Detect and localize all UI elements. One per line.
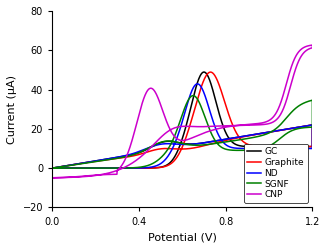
- GC: [202, 70, 206, 73]
- ND: [290, 147, 294, 150]
- ND: [161, 142, 164, 145]
- Graphite: [290, 145, 294, 148]
- ND: [304, 147, 308, 150]
- GC: [304, 145, 308, 148]
- CNP: [65, 176, 69, 179]
- GC: [50, 167, 54, 170]
- Graphite: [209, 71, 213, 74]
- Graphite: [50, 167, 54, 170]
- ND: [50, 167, 54, 170]
- CNP: [50, 176, 54, 179]
- SGNF: [77, 167, 80, 170]
- ND: [196, 82, 199, 85]
- Y-axis label: Current (μA): Current (μA): [7, 75, 17, 144]
- GC: [161, 141, 164, 144]
- Graphite: [50, 167, 54, 170]
- GC: [65, 164, 69, 167]
- ND: [50, 167, 54, 170]
- Line: GC: GC: [52, 72, 312, 168]
- Line: Graphite: Graphite: [52, 72, 312, 168]
- GC: [77, 167, 80, 170]
- CNP: [310, 44, 314, 47]
- SGNF: [65, 164, 69, 167]
- ND: [65, 164, 69, 167]
- Line: ND: ND: [52, 84, 312, 168]
- Graphite: [161, 147, 164, 150]
- ND: [77, 167, 80, 170]
- SGNF: [50, 167, 54, 170]
- SGNF: [304, 126, 308, 129]
- CNP: [161, 134, 164, 137]
- CNP: [289, 65, 293, 68]
- Graphite: [65, 164, 69, 167]
- Line: SGNF: SGNF: [52, 96, 312, 168]
- SGNF: [65, 164, 69, 167]
- CNP: [77, 175, 80, 178]
- SGNF: [290, 129, 294, 132]
- SGNF: [161, 140, 164, 143]
- Line: CNP: CNP: [52, 45, 312, 178]
- Legend: GC, Graphite, ND, SGNF, CNP: GC, Graphite, ND, SGNF, CNP: [244, 143, 308, 203]
- Graphite: [304, 145, 308, 148]
- CNP: [50, 176, 54, 179]
- ND: [65, 164, 69, 167]
- CNP: [65, 176, 69, 179]
- Graphite: [65, 164, 69, 167]
- CNP: [303, 45, 307, 48]
- GC: [65, 164, 69, 167]
- X-axis label: Potential (V): Potential (V): [148, 232, 216, 242]
- GC: [50, 167, 54, 170]
- SGNF: [191, 94, 195, 97]
- Graphite: [77, 167, 80, 170]
- SGNF: [50, 167, 54, 170]
- GC: [290, 145, 294, 148]
